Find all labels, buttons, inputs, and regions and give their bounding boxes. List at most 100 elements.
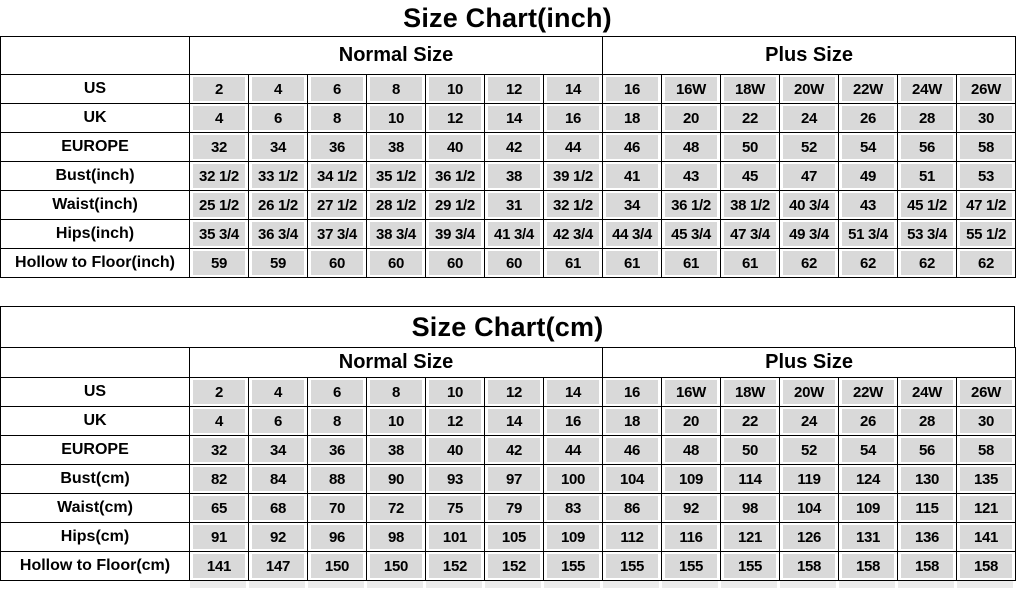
size-cell: 42 <box>484 435 544 465</box>
size-value: 75 <box>429 496 481 520</box>
size-cell: 26W <box>956 377 1017 407</box>
size-value: 86 <box>606 496 659 520</box>
size-value: 28 1/2 <box>370 193 422 217</box>
size-cell: 60 <box>484 248 544 278</box>
size-cell: 32 <box>189 132 249 162</box>
size-value: 36 3/4 <box>252 222 304 246</box>
size-cell: 24 <box>779 103 840 133</box>
size-value: 54 <box>842 135 895 159</box>
size-cell: 61 <box>661 248 722 278</box>
size-value: 34 <box>606 193 659 217</box>
size-value: 83 <box>547 496 600 520</box>
size-value: 36 1/2 <box>429 164 481 188</box>
size-cell: 62 <box>897 248 958 278</box>
size-value: 54 <box>842 438 895 462</box>
size-cell: 36 <box>307 435 367 465</box>
size-value: 59 <box>193 251 245 275</box>
size-value: 12 <box>488 77 540 101</box>
size-cell: 86 <box>602 493 663 523</box>
table-row: EUROPE 32 34 36 38 40 42 44 46 48 50 52 54 56 58 <box>0 132 1017 162</box>
size-value: 104 <box>606 467 659 491</box>
size-value: 16 <box>547 106 600 130</box>
size-value: 112 <box>606 525 659 549</box>
sliver-cell <box>485 581 541 588</box>
size-cell: 16 <box>542 103 604 133</box>
size-cell: 18 <box>602 103 663 133</box>
size-value: 68 <box>252 496 304 520</box>
table-row: US 2 4 6 8 10 12 14 16 16W 18W 20W 22W 24W 26W <box>0 377 1017 407</box>
size-value: 24 <box>783 409 836 433</box>
size-value: 62 <box>783 251 836 275</box>
size-value: 43 <box>665 164 718 188</box>
size-cell: 29 1/2 <box>425 190 485 220</box>
size-value: 90 <box>370 467 422 491</box>
size-value: 6 <box>311 380 363 404</box>
table-row: Hips(cm) 91 92 96 98 101 105 109 112 116 121 126 131… <box>0 522 1017 552</box>
size-cell: 59 <box>189 248 249 278</box>
size-cell: 27 1/2 <box>307 190 367 220</box>
size-cell: 92 <box>248 522 308 552</box>
size-cell: 34 <box>248 435 308 465</box>
size-cell: 22 <box>720 103 781 133</box>
size-cell: 60 <box>366 248 426 278</box>
size-cell: 104 <box>602 464 663 494</box>
size-value: 150 <box>311 554 363 578</box>
size-value: 62 <box>901 251 954 275</box>
size-value: 34 <box>252 438 304 462</box>
size-value: 28 <box>901 106 954 130</box>
sliver-cell <box>544 581 600 588</box>
size-cell: 131 <box>838 522 899 552</box>
size-value: 60 <box>370 251 422 275</box>
size-cell: 72 <box>366 493 426 523</box>
size-cell: 33 1/2 <box>248 161 308 191</box>
size-value: 38 <box>370 135 422 159</box>
size-cell: 70 <box>307 493 367 523</box>
size-value: 18 <box>606 106 659 130</box>
size-cell: 49 <box>838 161 899 191</box>
table-row: Waist(cm) 65 68 70 72 75 79 83 86 92 98 104 109 115 12… <box>0 493 1017 523</box>
size-cell: 61 <box>602 248 663 278</box>
sliver-cell <box>721 581 777 588</box>
size-cell: 52 <box>779 435 840 465</box>
size-cell: 150 <box>366 551 426 581</box>
size-cell: 38 <box>484 161 544 191</box>
size-value: 2 <box>193 380 245 404</box>
row-label: UK <box>0 103 190 133</box>
size-value: 49 3/4 <box>783 222 836 246</box>
size-cell: 147 <box>248 551 308 581</box>
size-cell: 46 <box>602 435 663 465</box>
row-label: EUROPE <box>0 132 190 162</box>
size-cell: 18W <box>720 74 781 104</box>
size-cell: 4 <box>248 74 308 104</box>
size-value: 147 <box>252 554 304 578</box>
table-row: Bust(cm) 82 84 88 90 93 97 100 104 109 114 119 124 13… <box>0 464 1017 494</box>
sliver-cell <box>308 581 364 588</box>
size-cell: 158 <box>779 551 840 581</box>
size-cell: 91 <box>189 522 249 552</box>
sliver-cell <box>603 581 659 588</box>
size-cell: 16 <box>602 377 663 407</box>
size-value: 14 <box>547 380 600 404</box>
size-cell: 14 <box>484 406 544 436</box>
size-cell: 38 <box>366 435 426 465</box>
size-value: 18W <box>724 77 777 101</box>
size-value: 52 <box>783 135 836 159</box>
size-cell: 39 3/4 <box>425 219 485 249</box>
size-value: 46 <box>606 438 659 462</box>
size-value: 100 <box>547 467 600 491</box>
size-cell: 36 3/4 <box>248 219 308 249</box>
size-value: 158 <box>901 554 954 578</box>
size-value: 38 <box>488 164 540 188</box>
size-cell: 50 <box>720 132 781 162</box>
size-value: 48 <box>665 135 718 159</box>
size-value: 51 3/4 <box>842 222 895 246</box>
size-cell: 121 <box>956 493 1017 523</box>
size-cell: 10 <box>366 406 426 436</box>
size-value: 121 <box>724 525 777 549</box>
size-value: 158 <box>783 554 836 578</box>
size-cell: 53 3/4 <box>897 219 958 249</box>
size-cell: 152 <box>484 551 544 581</box>
size-cell: 101 <box>425 522 485 552</box>
size-value: 20 <box>665 106 718 130</box>
size-cell: 28 <box>897 103 958 133</box>
